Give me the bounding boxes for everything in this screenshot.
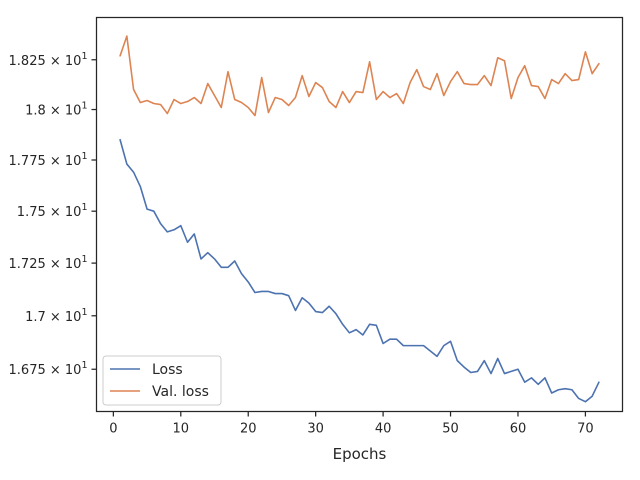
series-lines (119, 35, 600, 403)
y-tick-label: 1.7 × 101 (25, 307, 87, 325)
x-tick-label: 20 (240, 422, 257, 437)
y-tick-label: 1.725 × 101 (9, 254, 88, 272)
y-axis: 1.675 × 101 1.7 × 101 1.725 × 101 1.75 × 10… (9, 51, 97, 378)
y-tick-label: 1.8 × 101 (25, 101, 87, 119)
series-line-val-loss (119, 35, 600, 117)
x-tick-label: 70 (577, 422, 594, 437)
legend-label-loss: Loss (152, 362, 183, 378)
x-tick-label: 10 (173, 422, 190, 437)
y-tick-label: 1.825 × 101 (9, 51, 88, 69)
x-tick-label: 0 (109, 422, 117, 437)
plot-frame (95, 16, 624, 413)
y-tick-label: 1.675 × 101 (9, 360, 88, 378)
x-axis: 0 10 20 30 40 50 60 70 (109, 411, 594, 437)
x-axis-title: Epochs (333, 445, 387, 463)
legend-label-val-loss: Val. loss (152, 384, 209, 400)
series-line-loss (119, 138, 600, 403)
x-tick-label: 40 (375, 422, 392, 437)
y-tick-label: 1.75 × 101 (17, 202, 88, 220)
plot-area (96, 17, 623, 412)
x-tick-label: 30 (307, 422, 324, 437)
x-tick-label: 60 (510, 422, 527, 437)
x-tick-label: 50 (442, 422, 459, 437)
y-tick-label: 1.775 × 101 (9, 151, 88, 169)
legend: Loss Val. loss (102, 355, 222, 406)
